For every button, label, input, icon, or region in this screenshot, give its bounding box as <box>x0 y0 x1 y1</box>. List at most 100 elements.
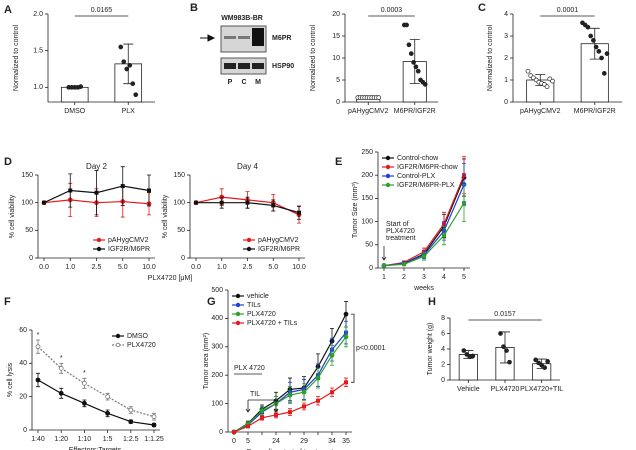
y-tick-label: 2 <box>504 55 508 62</box>
marker <box>316 398 320 403</box>
y-tick-label: 300 <box>211 344 223 351</box>
panel-letter: E <box>335 156 342 168</box>
legend-label: PLX4720 + TILs <box>247 320 298 327</box>
data-point <box>406 42 412 48</box>
legend-marker <box>235 311 241 317</box>
marker <box>287 392 293 398</box>
arrow <box>200 34 216 42</box>
data-point <box>593 44 599 50</box>
y-tick-label: 4 <box>441 346 445 353</box>
x-tick-label: 1:10 <box>78 436 92 443</box>
y-tick-label: 8 <box>441 315 445 322</box>
series-line <box>37 346 155 418</box>
treatment-label: PLX 4720 <box>234 365 265 372</box>
marker <box>330 390 334 395</box>
treatment-arrow <box>273 400 279 413</box>
y-tick-label: 50 <box>365 242 373 249</box>
y-tick-label: 2 <box>441 361 445 368</box>
x-tick-label: DMSO <box>64 108 86 115</box>
legend-label: IGF2R/M6PR <box>258 246 300 253</box>
blot-band <box>252 63 264 69</box>
data-point <box>124 66 130 72</box>
legend-marker <box>235 320 241 326</box>
x-tick-label: 29 <box>300 438 308 445</box>
panel-letter: A <box>4 4 12 16</box>
data-point <box>536 360 542 366</box>
x-axis-label: PLX4720 [μM] <box>148 275 193 282</box>
annotation: Start of <box>386 221 409 228</box>
y-tick-label: 0 <box>336 99 340 106</box>
y-tick-label: 400 <box>211 315 223 322</box>
significance-bracket <box>351 313 355 383</box>
blot-title: WM983B-BR <box>221 15 263 22</box>
marker <box>151 422 157 428</box>
marker <box>151 414 157 420</box>
data-point <box>464 352 470 357</box>
y-tick-label: 200 <box>211 372 223 379</box>
marker <box>94 190 99 195</box>
series-line <box>37 379 155 426</box>
y-tick-label: 2.0 <box>33 11 43 18</box>
data-point <box>585 24 591 30</box>
p-value: 0.0165 <box>91 7 113 14</box>
x-axis-label: weeks <box>413 285 434 292</box>
legend-label: TILs <box>247 302 261 309</box>
panel-letter: B <box>190 2 198 14</box>
x-tick-label: 1 <box>382 274 386 281</box>
legend-label: pAHygCMV2 <box>108 237 149 244</box>
y-tick-label: 20 <box>19 394 27 401</box>
x-tick-label: 1:2.5 <box>123 436 139 443</box>
legend-label: IGF2R/M6PR <box>108 246 150 253</box>
y-tick-label: 40 <box>19 360 27 367</box>
legend-marker <box>246 246 252 252</box>
lane-label: C <box>241 79 246 86</box>
data-point <box>127 62 133 68</box>
y-axis-label: % cell viability <box>9 194 16 238</box>
blot-band <box>238 36 250 39</box>
marker <box>297 210 301 215</box>
annotation: treatment <box>386 235 416 242</box>
legend-marker <box>235 302 241 308</box>
data-point <box>118 44 124 50</box>
x-tick-label: 34 <box>328 438 336 445</box>
legend-marker <box>246 237 252 243</box>
legend-label: Control-chow <box>397 155 439 162</box>
legend-marker <box>385 164 391 170</box>
legend-marker <box>96 246 102 252</box>
data-point <box>599 55 604 61</box>
x-axis-label: Days after start of treatment <box>247 449 334 450</box>
p-value: p<0.0001 <box>356 345 385 352</box>
x-tick-label: pAHygCMV2 <box>348 108 389 115</box>
legend-label: DMSO <box>127 333 149 340</box>
marker <box>343 311 349 317</box>
y-tick-label: 50 <box>25 227 33 234</box>
data-point <box>533 357 539 363</box>
data-point <box>588 33 594 39</box>
y-tick-label: 100 <box>173 200 185 207</box>
data-point <box>601 71 607 76</box>
marker <box>105 394 110 400</box>
x-tick-label: 24 <box>272 438 280 445</box>
blot-band <box>224 36 236 39</box>
x-tick-label: Vehicle <box>457 386 480 393</box>
y-tick-label: 150 <box>361 195 373 202</box>
legend-marker <box>385 155 391 161</box>
y-axis-label: Tumor area (mm²) <box>203 333 210 390</box>
legend-label: PLX4720 <box>247 311 276 318</box>
y-tick-label: 0 <box>219 429 223 436</box>
panel-letter: H <box>428 296 436 308</box>
band-label: M6PR <box>272 35 291 42</box>
data-point <box>596 49 602 54</box>
y-tick-label: 1 <box>504 77 508 84</box>
marker <box>302 404 306 409</box>
marker <box>274 412 278 417</box>
data-point <box>408 51 414 56</box>
data-point <box>504 348 509 353</box>
marker <box>288 410 292 415</box>
x-tick-label: 1:40 <box>31 436 45 443</box>
data-point <box>411 60 416 65</box>
legend-label: IGF2R/M6PR-chow <box>397 164 459 171</box>
x-tick-label: 10.0 <box>292 264 306 271</box>
x-tick-label: 0 <box>232 438 236 445</box>
error-bar <box>589 27 600 60</box>
